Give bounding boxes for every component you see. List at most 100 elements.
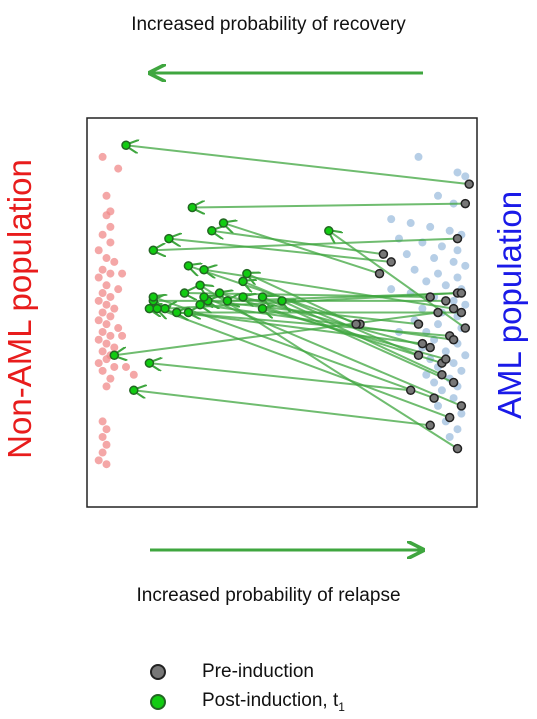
aml-point: [437, 242, 446, 251]
non-aml-point: [106, 292, 115, 301]
aml-point: [449, 359, 458, 368]
post-induction-point: [144, 303, 155, 314]
pre-induction-point: [378, 249, 389, 259]
aml-point: [457, 366, 466, 375]
post-induction-point: [199, 292, 209, 302]
aml-point: [445, 226, 454, 235]
non-aml-point: [98, 265, 107, 274]
pre-induction-point: [417, 338, 428, 349]
post-induction-point: [148, 292, 159, 302]
non-aml-point: [94, 456, 103, 465]
patient-trajectory-arrow: [204, 270, 454, 310]
aml-point: [387, 285, 396, 294]
aml-point: [449, 257, 458, 266]
pre-induction-point: [425, 420, 435, 431]
non-aml-point: [94, 296, 103, 305]
pre-induction-points-group: [351, 179, 474, 454]
post-induction-point: [277, 296, 287, 306]
post-induction-point: [257, 303, 268, 314]
legend-post-subscript: 1: [338, 699, 345, 714]
post-induction-point: [187, 202, 198, 213]
aml-point: [453, 168, 462, 177]
pre-induction-point: [444, 412, 455, 423]
aml-point: [453, 273, 462, 282]
pre-induction-point: [448, 377, 459, 388]
non-aml-point: [106, 207, 115, 216]
post-induction-point: [171, 307, 182, 318]
pre-induction-point: [441, 296, 451, 306]
non-aml-point: [94, 246, 103, 255]
post-induction-point: [195, 280, 205, 291]
pre-induction-point: [405, 385, 416, 396]
non-aml-point: [102, 382, 111, 391]
non-aml-point: [98, 289, 107, 298]
non-aml-point: [129, 370, 138, 379]
pre-induction-point: [456, 288, 467, 298]
pre-induction-marker-icon: [150, 664, 166, 680]
post-induction-point: [214, 288, 225, 298]
post-induction-point: [324, 226, 334, 236]
patient-trajectory-arrow: [153, 297, 435, 400]
aml-point: [434, 401, 442, 410]
non-aml-point: [106, 312, 115, 321]
pre-induction-point: [413, 350, 424, 361]
non-aml-points-group: [94, 152, 138, 469]
aml-point: [449, 394, 458, 403]
aml-point: [461, 351, 470, 360]
post-induction-point: [109, 350, 120, 361]
non-aml-point: [94, 273, 103, 282]
non-aml-point: [98, 366, 107, 375]
aml-point: [461, 172, 470, 181]
non-aml-point: [106, 222, 115, 231]
legend-post-text: Post-induction, t: [202, 690, 339, 712]
post-induction-point: [199, 264, 209, 275]
patient-trajectory-arrow: [134, 390, 431, 427]
aml-point: [461, 300, 470, 309]
pre-induction-point: [460, 323, 471, 333]
non-aml-point: [102, 300, 111, 309]
non-aml-point: [94, 359, 103, 368]
aml-point: [387, 215, 396, 224]
aml-point: [402, 250, 411, 259]
pre-induction-point: [452, 443, 463, 454]
patient-trajectory-arrow: [200, 305, 454, 341]
non-aml-point: [98, 417, 107, 426]
non-aml-point: [118, 269, 127, 278]
post-induction-point: [195, 299, 205, 310]
aml-point: [434, 191, 442, 200]
post-induction-point: [152, 303, 162, 314]
non-aml-point: [110, 343, 119, 352]
aml-point: [422, 277, 431, 286]
aml-point: [406, 219, 415, 228]
non-aml-point: [102, 281, 111, 290]
non-aml-point: [110, 304, 119, 313]
legend-row-post: Post-induction, t1: [150, 687, 345, 717]
aml-point: [410, 265, 419, 274]
pre-induction-point: [425, 292, 435, 302]
non-aml-point: [102, 355, 111, 364]
aml-point: [418, 304, 427, 313]
bottom-axis-label: Increased probability of relapse: [136, 585, 401, 606]
aml-point: [434, 320, 442, 329]
patient-trajectory-arrow: [126, 145, 470, 186]
non-aml-point: [122, 362, 130, 371]
pre-induction-point: [464, 179, 474, 189]
non-aml-point: [102, 320, 111, 329]
post-induction-point: [257, 292, 268, 302]
post-induction-point: [164, 233, 174, 244]
plot-frame: [86, 117, 478, 508]
post-induction-point: [160, 303, 170, 314]
patient-trajectory-arrow: [200, 285, 459, 450]
aml-point: [449, 296, 458, 305]
aml-point: [445, 432, 454, 441]
pre-induction-point: [413, 319, 424, 329]
post-induction-point: [207, 226, 217, 236]
pre-induction-point: [456, 307, 467, 318]
post-induction-point: [129, 385, 139, 396]
post-induction-points-group: [109, 140, 334, 396]
pre-induction-point: [448, 303, 459, 314]
non-aml-point: [102, 440, 111, 449]
patient-trajectory-arrow: [153, 237, 458, 251]
non-aml-point: [114, 324, 123, 333]
